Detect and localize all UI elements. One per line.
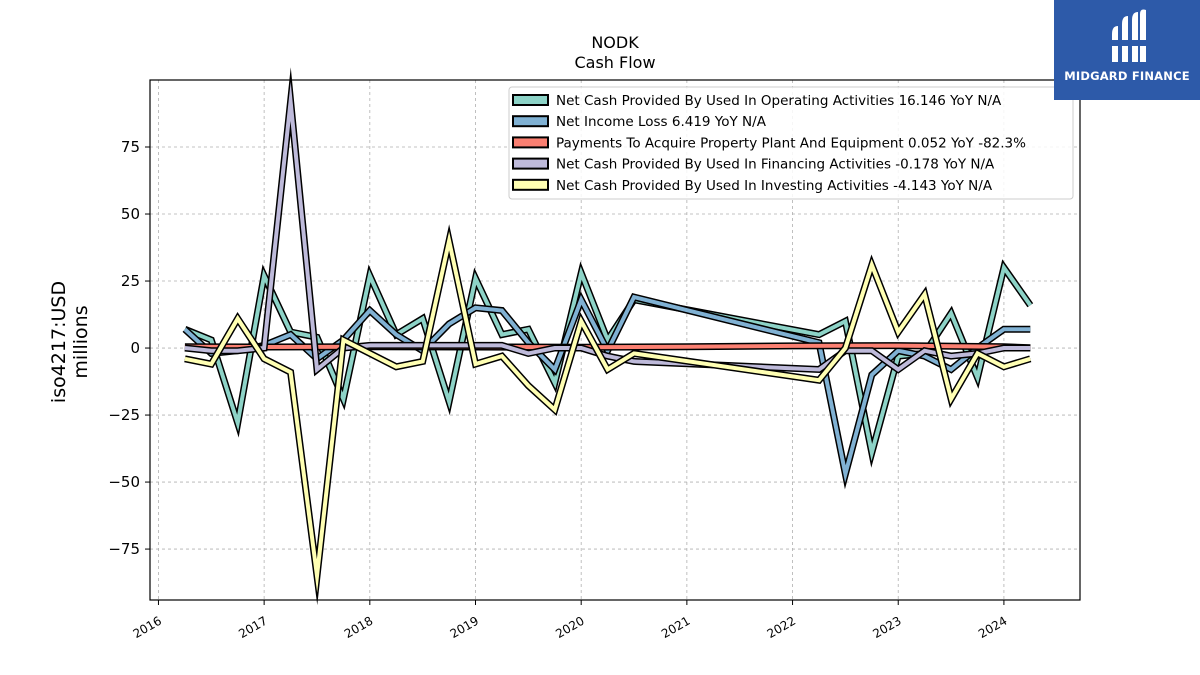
y-axis-label-line2: millions bbox=[70, 305, 92, 378]
legend-entry-label: Net Income Loss 6.419 YoY N/A bbox=[556, 114, 767, 130]
series-line bbox=[184, 231, 1031, 593]
series-line bbox=[184, 81, 1031, 374]
legend-entry-label: Payments To Acquire Property Plant And E… bbox=[556, 135, 1026, 151]
x-tick-label: 2022 bbox=[765, 614, 798, 641]
legend-swatch bbox=[512, 94, 549, 106]
series-lines bbox=[182, 67, 1034, 606]
plot-frame bbox=[149, 79, 1081, 601]
x-tick-label: 2019 bbox=[448, 614, 481, 641]
y-tick-label: 75 bbox=[121, 138, 140, 156]
x-tick-label: 2021 bbox=[659, 614, 692, 641]
legend: Net Cash Provided By Used In Operating A… bbox=[508, 86, 1074, 200]
brand-name: MIDGARD FINANCE bbox=[1064, 69, 1190, 83]
x-tick-label: 2017 bbox=[236, 614, 269, 641]
brand-logo: MIDGARD FINANCE bbox=[1054, 0, 1200, 100]
y-axis-label-line1: iso4217:USD bbox=[48, 281, 70, 403]
legend-box bbox=[508, 86, 1074, 200]
legend-entry-label: Net Cash Provided By Used In Operating A… bbox=[556, 93, 1002, 109]
series-4 bbox=[184, 67, 1031, 377]
legend-swatch bbox=[512, 136, 549, 149]
x-tick-label: 2020 bbox=[553, 614, 586, 641]
chart-subtitle: Cash Flow bbox=[574, 53, 655, 72]
legend-swatch bbox=[512, 115, 549, 128]
series-5 bbox=[184, 224, 1032, 606]
midgard-logo-icon bbox=[1108, 9, 1150, 62]
y-tick-label: −25 bbox=[108, 406, 140, 424]
legend-swatch bbox=[512, 178, 549, 191]
y-axis-label: iso4217:USD millions bbox=[48, 281, 92, 403]
legend-entry-label: Net Cash Provided By Used In Financing A… bbox=[556, 157, 995, 173]
x-tick-label: 2016 bbox=[131, 614, 164, 641]
x-tick-label: 2024 bbox=[976, 614, 1009, 641]
y-tick-label: −50 bbox=[108, 473, 140, 491]
y-tick-label: 0 bbox=[130, 339, 140, 357]
x-tick-label: 2023 bbox=[870, 614, 903, 641]
y-tick-label: 25 bbox=[121, 272, 140, 290]
legend-swatch bbox=[512, 157, 549, 170]
y-tick-label: 50 bbox=[121, 205, 140, 223]
legend-entry-label: Net Cash Provided By Used In Investing A… bbox=[556, 178, 993, 194]
chart-title: NODK bbox=[591, 33, 639, 52]
y-tick-label: −75 bbox=[108, 540, 140, 558]
x-tick-label: 2018 bbox=[342, 614, 375, 641]
